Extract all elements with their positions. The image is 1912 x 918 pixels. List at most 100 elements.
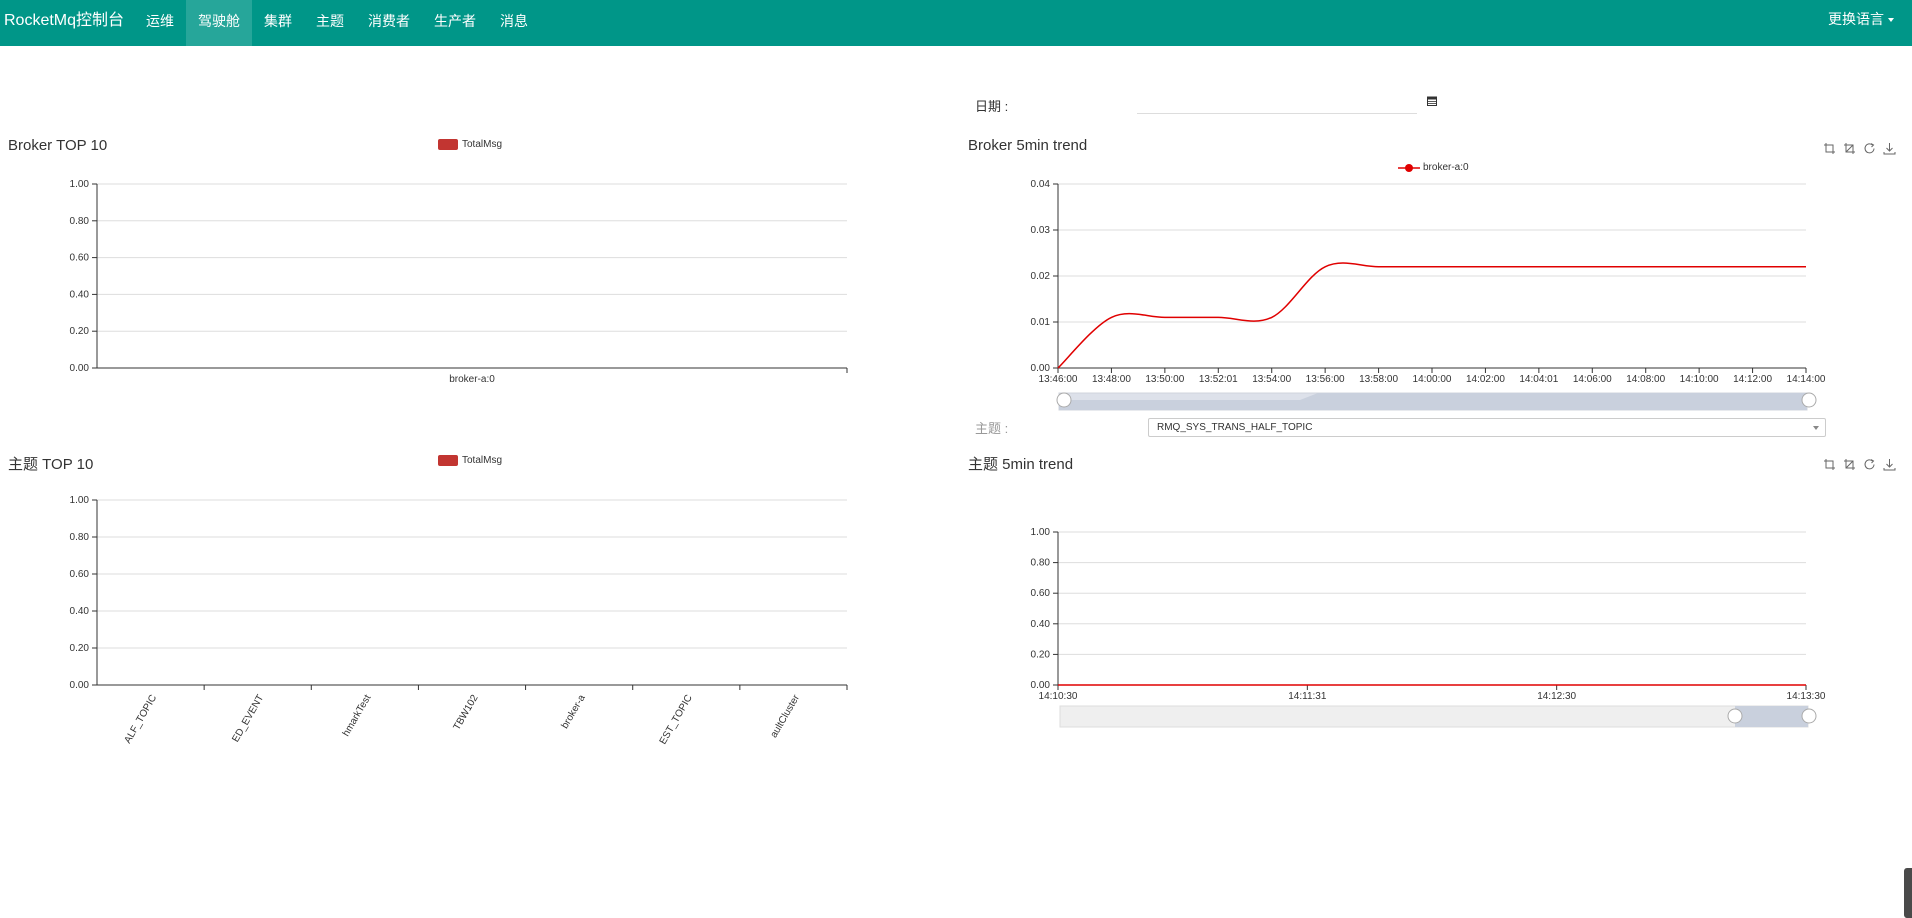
nav-consumer[interactable]: 消费者 — [368, 13, 411, 29]
legend-label: broker-a:0 — [1423, 162, 1469, 173]
nav-ops[interactable]: 运维 — [146, 13, 175, 29]
topic_top10-xtick-label: broker-a — [560, 693, 588, 731]
broker-top10-title: Broker TOP 10 — [8, 137, 108, 154]
topic-filter-label: 主题 : — [975, 421, 1009, 436]
topic-trend-title: 主题 5min trend — [968, 456, 1074, 473]
topic-top10-title: 主题 TOP 10 — [8, 456, 94, 473]
brand-title[interactable]: RocketMq控制台 — [4, 12, 125, 29]
date-input[interactable] — [1137, 92, 1417, 114]
legend-swatch — [438, 139, 458, 150]
broker_top10-ytick-label: 0.00 — [70, 363, 90, 374]
broker_trend-ytick-label: 0.02 — [1031, 271, 1051, 282]
zoom-reset-icon[interactable] — [1843, 142, 1856, 155]
nav-producer[interactable]: 生产者 — [434, 13, 477, 29]
topic_top10-xtick-label: ALF_TOPIC — [123, 693, 160, 746]
broker_trend-ytick-label: 0.00 — [1031, 363, 1051, 374]
datazoom-handle-right[interactable] — [1801, 392, 1817, 408]
broker_trend-series-line — [1057, 262, 1806, 369]
restore-icon[interactable] — [1863, 142, 1876, 155]
topic_top10-xtick-label: hmarkTest — [341, 693, 374, 739]
broker_trend-xtick-label: 14:10:00 — [1680, 374, 1719, 385]
topic-select[interactable]: RMQ_SYS_TRANS_HALF_TOPIC — [1148, 418, 1826, 437]
broker-trend-legend[interactable]: broker-a:0 — [1398, 162, 1469, 173]
broker_trend-xtick-label: 14:00:00 — [1413, 374, 1452, 385]
topic_top10-ytick-label: 1.00 — [70, 495, 90, 506]
topic_trend-xtick-label: 14:10:30 — [1039, 691, 1078, 702]
datazoom-track — [1059, 705, 1809, 728]
legend-line-marker-icon — [1398, 163, 1420, 172]
chevron-down-icon — [1813, 426, 1819, 430]
topic_trend-ytick-label: 0.80 — [1031, 558, 1051, 569]
datazoom-handle-left[interactable] — [1056, 392, 1072, 408]
download-icon[interactable] — [1883, 142, 1896, 155]
broker_top10-ytick-label: 0.40 — [70, 289, 90, 300]
zoom-reset-icon[interactable] — [1843, 458, 1856, 471]
nav-cluster[interactable]: 集群 — [264, 13, 293, 29]
zoom-icon[interactable] — [1823, 142, 1836, 155]
top-navbar: RocketMq控制台 运维 驾驶舱 集群 主题 消费者 生产者 消息 更换语言 — [0, 0, 1912, 46]
broker_trend-ytick-label: 0.01 — [1031, 317, 1051, 328]
broker_trend-xtick-label: 13:56:00 — [1306, 374, 1345, 385]
download-icon[interactable] — [1883, 458, 1896, 471]
broker_trend-xtick-label: 13:52:01 — [1199, 374, 1238, 385]
nav-dashboard[interactable]: 驾驶舱 — [186, 0, 253, 46]
broker_trend-ytick-label: 0.04 — [1031, 179, 1051, 190]
nav-message[interactable]: 消息 — [500, 13, 529, 29]
broker_trend-ytick-label: 0.03 — [1031, 225, 1051, 236]
legend-swatch — [438, 455, 458, 466]
broker_trend-xtick-label: 14:12:00 — [1733, 374, 1772, 385]
broker-trend-toolbox — [1823, 142, 1896, 155]
topic_top10-ytick-label: 0.40 — [70, 606, 90, 617]
datazoom-handle-left[interactable] — [1727, 708, 1743, 724]
topic_top10-ytick-label: 0.00 — [70, 680, 90, 691]
calendar-icon[interactable] — [1427, 96, 1437, 106]
restore-icon[interactable] — [1863, 458, 1876, 471]
topic_top10-xtick-label: ED_EVENT — [230, 693, 266, 744]
topic_trend-ytick-label: 1.00 — [1031, 527, 1051, 538]
topic_trend-xtick-label: 14:13:30 — [1787, 691, 1826, 702]
topic-top10-legend[interactable]: TotalMsg — [438, 455, 502, 466]
topic_trend-ytick-label: 0.20 — [1031, 649, 1051, 660]
broker_trend-xtick-label: 13:46:00 — [1039, 374, 1078, 385]
broker_trend-xtick-label: 13:50:00 — [1145, 374, 1184, 385]
broker_trend-xtick-label: 14:04:01 — [1519, 374, 1558, 385]
language-label: 更换语言 — [1828, 11, 1884, 27]
broker-trend-datazoom[interactable] — [1056, 392, 1817, 411]
language-dropdown[interactable]: 更换语言 — [1828, 0, 1894, 46]
datazoom-selected — [1735, 706, 1808, 727]
topic_trend-xtick-label: 14:11:31 — [1288, 691, 1327, 702]
broker_top10-ytick-label: 0.80 — [70, 216, 90, 227]
date-label: 日期 : — [975, 99, 1009, 114]
legend-label: TotalMsg — [462, 455, 503, 466]
caret-down-icon — [1888, 18, 1894, 23]
topic_trend-ytick-label: 0.40 — [1031, 619, 1051, 630]
broker-trend-title: Broker 5min trend — [968, 137, 1088, 154]
topic_top10-xtick-label: EST_TOPIC — [658, 693, 695, 746]
nav-topic[interactable]: 主题 — [316, 13, 345, 29]
zoom-icon[interactable] — [1823, 458, 1836, 471]
topic_top10-ytick-label: 0.80 — [70, 532, 90, 543]
side-widget[interactable] — [1904, 868, 1912, 918]
datazoom-handle-right[interactable] — [1801, 708, 1817, 724]
broker_top10-xtick-label: broker-a:0 — [449, 374, 495, 385]
broker_trend-xtick-label: 14:14:00 — [1787, 374, 1826, 385]
broker_trend-xtick-label: 14:06:00 — [1573, 374, 1612, 385]
broker_trend-xtick-label: 13:58:00 — [1359, 374, 1398, 385]
topic_top10-xtick-label: TBW102 — [452, 693, 481, 733]
broker_top10-ytick-label: 0.20 — [70, 326, 90, 337]
topic_trend-ytick-label: 0.60 — [1031, 588, 1051, 599]
topic-select-value: RMQ_SYS_TRANS_HALF_TOPIC — [1157, 422, 1313, 433]
datazoom-shadow — [1059, 393, 1807, 410]
topic_trend-ytick-label: 0.00 — [1031, 680, 1051, 691]
broker_trend-xtick-label: 13:48:00 — [1092, 374, 1131, 385]
broker_top10-ytick-label: 1.00 — [70, 179, 90, 190]
topic_top10-ytick-label: 0.60 — [70, 569, 90, 580]
broker-top10-legend[interactable]: TotalMsg — [438, 139, 502, 150]
legend-label: TotalMsg — [462, 139, 503, 150]
topic-trend-datazoom[interactable] — [1059, 705, 1817, 728]
topic_trend-xtick-label: 14:12:30 — [1537, 691, 1576, 702]
topic_top10-xtick-label: aultCluster — [769, 692, 803, 739]
topic_top10-ytick-label: 0.20 — [70, 643, 90, 654]
broker_top10-ytick-label: 0.60 — [70, 253, 90, 264]
